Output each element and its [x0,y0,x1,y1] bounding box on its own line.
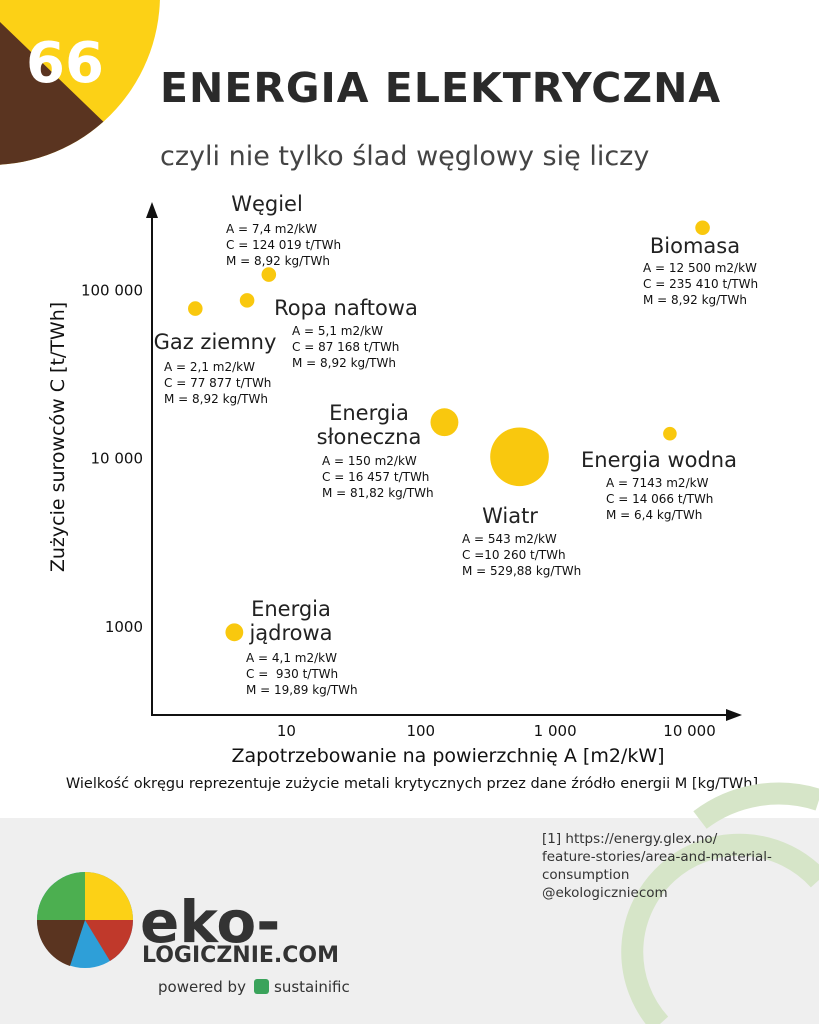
x-tick-label: 100 [406,722,435,740]
point-label: A = 12 500 m2/kW [643,261,757,275]
logo-top: eko- [140,888,280,956]
bubble [239,293,255,308]
bubble [225,623,244,642]
point-label: C =10 260 t/TWh [462,548,566,562]
point-label: A = 7143 m2/kW [606,476,709,490]
point-name: Biomasa [649,234,741,258]
point-label: C = 930 t/TWh [246,667,339,681]
point-name: Gaz ziemny [153,330,277,354]
partner-icon [254,979,269,994]
corner-badge [0,0,160,165]
point-label: M = 8,92 kg/TWh [226,254,330,268]
bubble [490,427,549,487]
source-line: consumption [542,867,630,883]
point-name: Wiatr [482,504,538,528]
point-label: M = 8,92 kg/TWh [643,293,747,307]
point-label: A = 543 m2/kW [462,532,557,546]
point-label: M = 529,88 kg/TWh [462,564,582,578]
point-name: Energia wodna [580,448,737,472]
bubble [695,220,710,236]
bubble [261,267,277,282]
y-axis-label: Zużycie surowców C [t/TWh] [47,302,69,572]
y-tick-label: 100 000 [81,281,143,299]
point-label: A = 2,1 m2/kW [164,360,255,374]
point-label: M = 81,82 kg/TWh [322,486,434,500]
x-axis-label: Zapotrzebowanie na powierzchnię A [m2/kW… [231,745,664,767]
source-line: [1] https://energy.glex.no/ [542,831,718,847]
point-name: Energia jądrowa [249,597,333,645]
logo-bottom: LOGICZNIE.COM [142,943,339,968]
point-label: C = 14 066 t/TWh [606,492,714,506]
y-arrow [146,202,158,218]
point-label: C = 77 877 t/TWh [164,376,272,390]
point-label: C = 87 168 t/TWh [292,340,400,354]
y-tick-label: 10 000 [91,450,144,468]
point-label: M = 19,89 kg/TWh [246,683,358,697]
x-tick-label: 1 000 [534,722,577,740]
point-label: A = 7,4 m2/kW [226,222,317,236]
point-name: Energia słoneczna [316,401,422,449]
source-line: feature-stories/area-and-material- [542,849,772,865]
chart-note: Wielkość okręgu reprezentuje zużycie met… [66,776,758,792]
point-label: A = 150 m2/kW [322,454,417,468]
deco-ring [693,782,819,829]
x-tick-label: 10 [277,722,296,740]
point-label: C = 124 019 t/TWh [226,238,342,252]
deco-ring [621,833,819,1024]
point-label: M = 6,4 kg/TWh [606,508,703,522]
point-label: C = 16 457 t/TWh [322,470,430,484]
subtitle: czyli nie tylko ślad węglowy się liczy [160,141,649,172]
badge-number: 66 [26,31,104,96]
title: ENERGIA ELEKTRYCZNA [160,64,721,112]
point-label: M = 8,92 kg/TWh [164,392,268,406]
point-name: Węgiel [231,192,303,216]
point-name: Ropa naftowa [274,296,418,320]
bubble [663,426,677,441]
partner: sustainific [274,978,350,996]
point-label: A = 4,1 m2/kW [246,651,337,665]
y-tick-label: 1000 [105,618,143,636]
bubble [188,301,203,316]
bubble [430,408,459,437]
x-tick-label: 10 000 [663,722,716,740]
point-label: C = 235 410 t/TWh [643,277,759,291]
point-label: A = 5,1 m2/kW [292,324,383,338]
point-label: M = 8,92 kg/TWh [292,356,396,370]
x-arrow [726,709,742,721]
powered-by: powered by [158,978,246,996]
logo-mark [36,872,134,968]
source-line: @ekologiczniecom [542,885,668,901]
